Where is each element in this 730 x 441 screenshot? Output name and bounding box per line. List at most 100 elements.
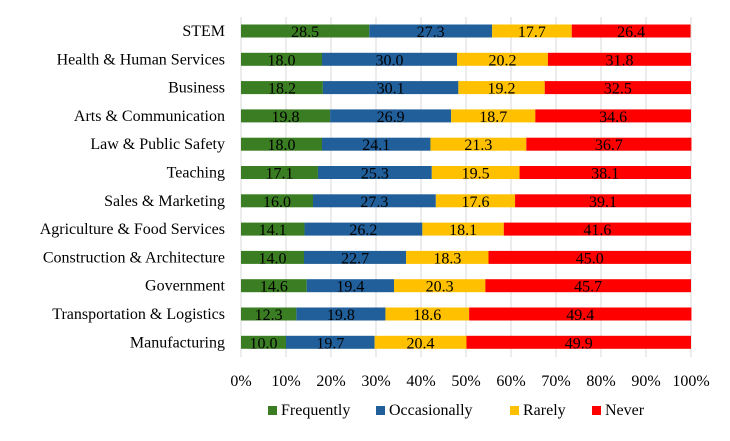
bar-segment-never bbox=[466, 335, 691, 349]
data-label: 14.0 bbox=[259, 250, 287, 267]
data-label: 36.7 bbox=[595, 137, 623, 154]
x-tick-label: 0% bbox=[230, 373, 251, 390]
data-label: 17.6 bbox=[461, 194, 489, 211]
data-label: 17.7 bbox=[518, 24, 546, 41]
x-tick-label: 10% bbox=[271, 373, 300, 390]
data-label: 21.3 bbox=[464, 137, 492, 154]
bar-segment-never bbox=[571, 24, 691, 38]
data-label: 19.7 bbox=[316, 335, 344, 352]
bar-segment-never bbox=[526, 137, 692, 151]
bar-segment-rarely bbox=[458, 81, 545, 95]
bar-segment-frequently bbox=[241, 24, 370, 38]
x-tick-label: 100% bbox=[672, 373, 709, 390]
data-label: 27.3 bbox=[360, 194, 388, 211]
x-tick-label: 20% bbox=[316, 373, 345, 390]
category-label: Sales & Marketing bbox=[104, 193, 225, 210]
bar-segment-frequently bbox=[241, 307, 297, 321]
data-label: 27.3 bbox=[417, 24, 445, 41]
x-tick-label: 70% bbox=[541, 373, 570, 390]
data-label: 24.1 bbox=[362, 137, 390, 154]
data-label: 18.0 bbox=[268, 137, 296, 154]
x-tick-label: 40% bbox=[406, 373, 435, 390]
data-label: 30.1 bbox=[377, 81, 405, 98]
x-tick-label: 50% bbox=[451, 373, 480, 390]
data-label: 20.3 bbox=[426, 279, 454, 296]
data-label: 45.7 bbox=[574, 279, 602, 296]
bar-segment-rarely bbox=[406, 250, 489, 264]
bar-segment-never bbox=[547, 52, 691, 66]
data-label: 16.0 bbox=[263, 194, 291, 211]
bar-segment-frequently bbox=[241, 279, 307, 293]
bar-segment-occasionally bbox=[369, 24, 493, 38]
data-label: 19.8 bbox=[272, 109, 300, 126]
bar-segment-rarely bbox=[422, 222, 504, 236]
data-label: 39.1 bbox=[589, 194, 617, 211]
data-label: 32.5 bbox=[604, 81, 632, 98]
data-label: 49.4 bbox=[566, 307, 594, 324]
data-label: 20.2 bbox=[488, 52, 516, 69]
data-label: 18.0 bbox=[268, 52, 296, 69]
bar-segment-rarely bbox=[435, 194, 516, 208]
data-label: 19.8 bbox=[327, 307, 355, 324]
bar-segment-rarely bbox=[431, 166, 520, 179]
category-label: Arts & Communication bbox=[74, 108, 225, 125]
bar-segment-occasionally bbox=[306, 279, 394, 293]
bar-segment-rarely bbox=[457, 52, 548, 66]
x-tick-label: 60% bbox=[496, 373, 525, 390]
bar-segment-never bbox=[519, 166, 691, 179]
legend-swatch-rarely bbox=[510, 406, 519, 415]
data-label: 30.0 bbox=[376, 52, 404, 69]
data-label: 45.0 bbox=[576, 250, 604, 267]
bar-segment-occasionally bbox=[330, 109, 452, 123]
bar-segment-frequently bbox=[241, 137, 322, 151]
legend-swatch-never bbox=[592, 406, 601, 415]
bar-segment-rarely bbox=[430, 137, 527, 151]
data-label: 18.2 bbox=[268, 81, 296, 98]
legend-swatch-occasionally bbox=[376, 406, 385, 415]
bar-segment-frequently bbox=[241, 52, 322, 66]
legend-label: Occasionally bbox=[389, 402, 473, 419]
bar-segment-never bbox=[503, 222, 691, 236]
legend-label: Never bbox=[605, 402, 645, 419]
data-label: 14.1 bbox=[259, 222, 287, 239]
category-label: STEM bbox=[182, 23, 225, 40]
category-label: Transportation & Logistics bbox=[52, 306, 225, 323]
legend-swatch-frequently bbox=[268, 406, 277, 415]
bar-segment-frequently bbox=[241, 166, 318, 179]
x-tick-label: 90% bbox=[631, 373, 660, 390]
category-label: Law & Public Safety bbox=[90, 136, 225, 153]
bar-segment-rarely bbox=[385, 307, 470, 321]
data-label: 26.9 bbox=[377, 109, 405, 126]
bar-segment-occasionally bbox=[322, 137, 431, 151]
bar-segment-frequently bbox=[241, 250, 304, 264]
bar-segment-rarely bbox=[492, 24, 572, 38]
x-tick-label: 80% bbox=[586, 373, 615, 390]
bar-segment-occasionally bbox=[286, 335, 375, 349]
data-label: 28.5 bbox=[291, 24, 319, 41]
bar-segment-occasionally bbox=[304, 222, 423, 236]
bar-segment-rarely bbox=[374, 335, 467, 349]
data-label: 14.6 bbox=[260, 279, 288, 296]
category-label: Health & Human Services bbox=[57, 51, 225, 68]
bar-segment-frequently bbox=[241, 222, 305, 236]
data-label: 17.1 bbox=[265, 166, 293, 183]
bar-segment-frequently bbox=[241, 109, 331, 123]
bar-segment-never bbox=[515, 194, 691, 208]
bar-segment-occasionally bbox=[322, 52, 457, 66]
bar-segment-never bbox=[485, 279, 691, 293]
data-label: 18.1 bbox=[449, 222, 477, 239]
legend-label: Rarely bbox=[523, 402, 566, 419]
bar-segment-never bbox=[488, 250, 691, 264]
data-label: 41.6 bbox=[583, 222, 611, 239]
bar-segment-never bbox=[469, 307, 692, 321]
data-label: 10.0 bbox=[250, 335, 278, 352]
data-label: 20.4 bbox=[407, 335, 435, 352]
bar-segment-frequently bbox=[241, 335, 286, 349]
data-label: 12.3 bbox=[255, 307, 283, 324]
data-label: 25.3 bbox=[361, 166, 389, 183]
bar-segment-occasionally bbox=[322, 81, 459, 95]
bar-segment-never bbox=[544, 81, 691, 95]
category-label: Teaching bbox=[167, 165, 225, 182]
category-label: Government bbox=[145, 278, 226, 295]
